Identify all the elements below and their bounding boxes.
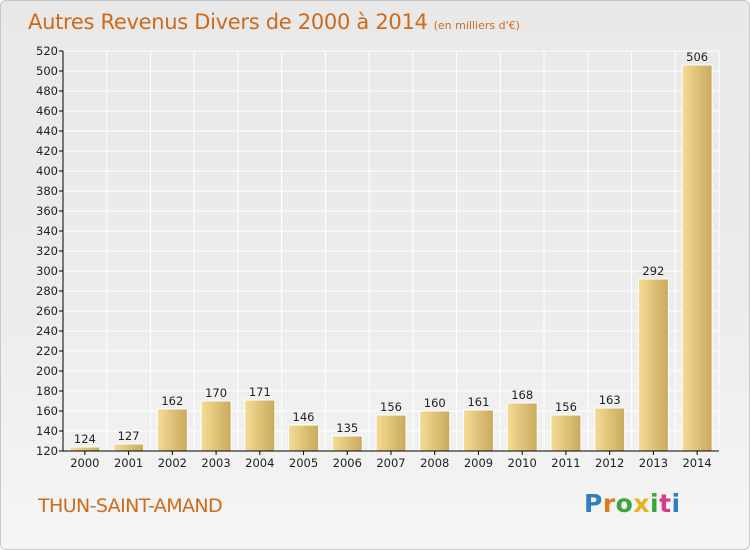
data-label: 146 bbox=[293, 410, 315, 424]
y-tick-label: 220 bbox=[36, 344, 58, 358]
data-label: 162 bbox=[161, 394, 183, 408]
data-label: 506 bbox=[686, 50, 708, 64]
x-tick-label: 2014 bbox=[682, 456, 711, 470]
x-tick-label: 2010 bbox=[508, 456, 537, 470]
axes bbox=[59, 50, 719, 455]
y-tick-label: 260 bbox=[36, 304, 58, 318]
y-tick-label: 300 bbox=[36, 264, 58, 278]
y-tick-label: 480 bbox=[36, 84, 58, 98]
y-tick-label: 520 bbox=[36, 44, 58, 58]
data-label: 170 bbox=[205, 386, 227, 400]
x-tick-label: 2011 bbox=[551, 456, 580, 470]
bar-2012 bbox=[594, 407, 626, 452]
y-tick-label: 120 bbox=[36, 444, 58, 458]
y-tick-label: 420 bbox=[36, 144, 58, 158]
proxiti-logo: Proxiti bbox=[584, 489, 681, 518]
bars bbox=[69, 64, 713, 452]
bar-2011 bbox=[550, 414, 582, 452]
x-tick-label: 2004 bbox=[245, 456, 274, 470]
data-label: 160 bbox=[424, 396, 446, 410]
bar-2014 bbox=[681, 64, 713, 452]
y-tick-label: 340 bbox=[36, 224, 58, 238]
data-label: 292 bbox=[642, 264, 664, 278]
y-tick-label: 200 bbox=[36, 364, 58, 378]
data-label: 163 bbox=[599, 393, 621, 407]
y-tick-label: 380 bbox=[36, 184, 58, 198]
y-tick-label: 440 bbox=[36, 124, 58, 138]
y-tick-label: 180 bbox=[36, 384, 58, 398]
bar-2003 bbox=[200, 400, 232, 452]
y-tick-label: 400 bbox=[36, 164, 58, 178]
place-name: THUN-SAINT-AMAND bbox=[38, 495, 223, 517]
bar-2001 bbox=[113, 443, 145, 452]
y-tick-label: 280 bbox=[36, 284, 58, 298]
data-label: 124 bbox=[74, 432, 96, 446]
chart-title-block: Autres Revenus Divers de 2000 à 2014 (en … bbox=[28, 10, 520, 34]
x-tick-label: 2000 bbox=[70, 456, 99, 470]
logo-letter: i bbox=[671, 489, 681, 518]
x-tick-label: 2013 bbox=[639, 456, 668, 470]
y-tick-label: 240 bbox=[36, 324, 58, 338]
y-tick-label: 360 bbox=[36, 204, 58, 218]
data-label: 168 bbox=[511, 388, 533, 402]
logo-letter: t bbox=[659, 489, 672, 518]
bar-2010 bbox=[506, 402, 538, 452]
x-tick-label: 2005 bbox=[289, 456, 318, 470]
y-tick-label: 460 bbox=[36, 104, 58, 118]
x-tick-label: 2003 bbox=[201, 456, 230, 470]
x-tick-label: 2002 bbox=[158, 456, 187, 470]
y-tick-label: 160 bbox=[36, 404, 58, 418]
x-tick-label: 2009 bbox=[464, 456, 493, 470]
logo-letter: i bbox=[650, 489, 660, 518]
x-tick-label: 2007 bbox=[376, 456, 405, 470]
logo-letter: x bbox=[633, 489, 650, 518]
logo-letter: r bbox=[602, 489, 616, 518]
bar-2008 bbox=[419, 410, 451, 452]
bar-2004 bbox=[244, 399, 276, 452]
data-label: 127 bbox=[118, 429, 140, 443]
data-label: 161 bbox=[467, 395, 489, 409]
grid-lines bbox=[62, 50, 720, 452]
labels: 120 140 160 180 200 220 240 260 280 300 320 340 360 3… bbox=[36, 44, 712, 470]
data-label: 156 bbox=[380, 400, 402, 414]
bar-2007 bbox=[375, 414, 407, 452]
bar-2000 bbox=[69, 446, 101, 452]
logo-letter: o bbox=[615, 489, 634, 518]
bar-2006 bbox=[331, 435, 363, 452]
x-tick-label: 2001 bbox=[114, 456, 143, 470]
x-tick-label: 2006 bbox=[333, 456, 362, 470]
bar-2005 bbox=[288, 424, 320, 452]
data-label: 171 bbox=[249, 385, 271, 399]
bar-2013 bbox=[637, 278, 669, 452]
y-tick-label: 140 bbox=[36, 424, 58, 438]
x-tick-label: 2008 bbox=[420, 456, 449, 470]
y-tick-label: 320 bbox=[36, 244, 58, 258]
x-tick-label: 2012 bbox=[595, 456, 624, 470]
bar-2009 bbox=[462, 409, 494, 452]
data-label: 156 bbox=[555, 400, 577, 414]
bar-2002 bbox=[156, 408, 188, 452]
chart-title: Autres Revenus Divers de 2000 à 2014 bbox=[28, 10, 428, 34]
logo-letter: P bbox=[584, 489, 603, 518]
y-tick-label: 500 bbox=[36, 64, 58, 78]
chart-subtitle: (en milliers d'€) bbox=[433, 19, 520, 32]
data-label: 135 bbox=[336, 421, 358, 435]
